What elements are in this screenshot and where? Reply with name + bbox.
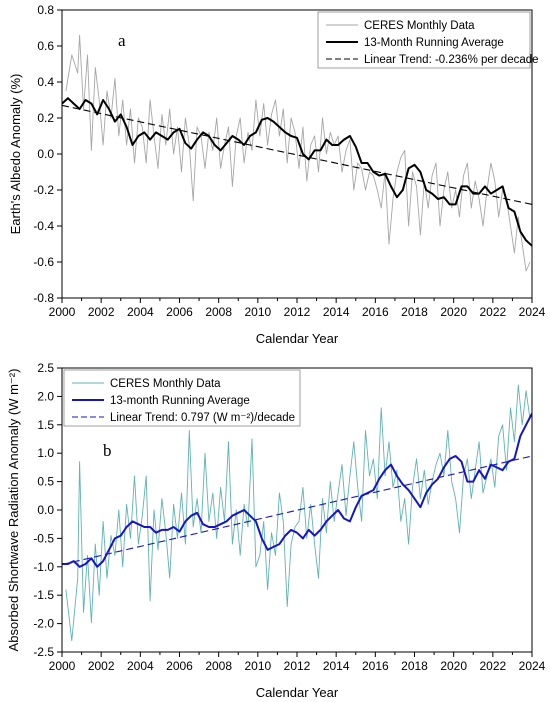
x-tick-label: 2012 xyxy=(284,659,311,673)
series-line-0 xyxy=(65,34,531,272)
x-tick-label: 2008 xyxy=(205,305,232,319)
panel-letter: b xyxy=(103,441,112,460)
y-tick-label: -2.0 xyxy=(33,617,54,631)
x-tick-label: 2020 xyxy=(440,305,467,319)
x-tick-label: 2004 xyxy=(127,305,154,319)
y-tick-label: 0.0 xyxy=(37,503,54,517)
y-tick-label: 1.5 xyxy=(37,418,54,432)
y-tick-label: 0.0 xyxy=(37,147,54,161)
x-tick-label: 2016 xyxy=(362,305,389,319)
x-tick-label: 2022 xyxy=(479,659,506,673)
legend: CERES Monthly Data 13-Month Running Avera… xyxy=(317,11,539,69)
y-tick-label: -0.5 xyxy=(33,531,54,545)
x-tick-label: 2012 xyxy=(284,305,311,319)
y-axis-title: Earth's Albedo Anomaly (%) xyxy=(8,74,23,235)
series-line-2 xyxy=(62,104,532,205)
legend: CERES Monthly Data 13-month Running Avera… xyxy=(63,369,301,427)
x-tick-label: 2024 xyxy=(519,305,546,319)
x-tick-label: 2018 xyxy=(401,305,428,319)
y-tick-label: -1.5 xyxy=(33,588,54,602)
legend-label-2: Linear Trend: -0.236% per decade xyxy=(364,54,539,66)
y-tick-label: 0.6 xyxy=(37,39,54,53)
x-tick-label: 2000 xyxy=(49,659,76,673)
series-line-2 xyxy=(62,455,532,566)
x-tick-label: 2020 xyxy=(440,659,467,673)
x-tick-label: 2004 xyxy=(127,659,154,673)
x-tick-label: 2002 xyxy=(88,659,115,673)
y-tick-label: -0.6 xyxy=(33,255,54,269)
y-tick-label: 0.8 xyxy=(37,3,54,17)
y-axis-title: Absorbed Shortwave Radiation Anomaly (W … xyxy=(6,369,21,652)
panel-a-albedo-chart: 2000 2002 2004 2006 2008 2010 2012 2014 2016 2018… xyxy=(8,3,546,346)
y-tick-label: -0.4 xyxy=(33,219,54,233)
panel-b-shortwave-chart: 2000 2002 2004 2006 2008 2010 2012 2014 2016 2018… xyxy=(6,361,546,700)
legend-label-1: 13-Month Running Average xyxy=(364,37,504,49)
y-tick-label: 0.4 xyxy=(37,75,54,89)
x-tick-label: 2006 xyxy=(166,659,193,673)
series-line-1 xyxy=(62,412,532,568)
y-tick-label: 0.2 xyxy=(37,111,54,125)
y-tick-label: -0.8 xyxy=(33,291,54,305)
x-axis-title: Calendar Year xyxy=(256,331,339,346)
y-tick-label: -2.5 xyxy=(33,645,54,659)
y-tick-label: 1.0 xyxy=(37,446,54,460)
legend-label-2: Linear Trend: 0.797 (W m⁻²)/decade xyxy=(110,412,295,424)
x-tick-label: 2016 xyxy=(362,659,389,673)
x-tick-label: 2008 xyxy=(205,659,232,673)
x-tick-label: 2018 xyxy=(401,659,428,673)
x-tick-label: 2006 xyxy=(166,305,193,319)
x-tick-label: 2010 xyxy=(244,305,271,319)
x-tick-label: 2010 xyxy=(244,659,271,673)
x-tick-label: 2014 xyxy=(323,305,350,319)
legend-label-0: CERES Monthly Data xyxy=(110,378,221,390)
x-tick-label: 2022 xyxy=(479,305,506,319)
y-tick-label: 0.5 xyxy=(37,475,54,489)
legend-label-0: CERES Monthly Data xyxy=(364,20,475,32)
y-tick-label: 2.5 xyxy=(37,361,54,375)
x-tick-label: 2024 xyxy=(519,659,546,673)
series-line-1 xyxy=(62,97,532,247)
y-tick-label: -1.0 xyxy=(33,560,54,574)
panel-letter: a xyxy=(118,31,126,50)
x-tick-label: 2002 xyxy=(88,305,115,319)
x-axis-title: Calendar Year xyxy=(256,685,339,700)
y-tick-label: -0.2 xyxy=(33,183,54,197)
y-tick-label: 2.0 xyxy=(37,389,54,403)
x-tick-label: 2014 xyxy=(323,659,350,673)
legend-label-1: 13-month Running Average xyxy=(110,395,250,407)
x-tick-label: 2000 xyxy=(49,305,76,319)
series-line-0 xyxy=(65,384,531,642)
